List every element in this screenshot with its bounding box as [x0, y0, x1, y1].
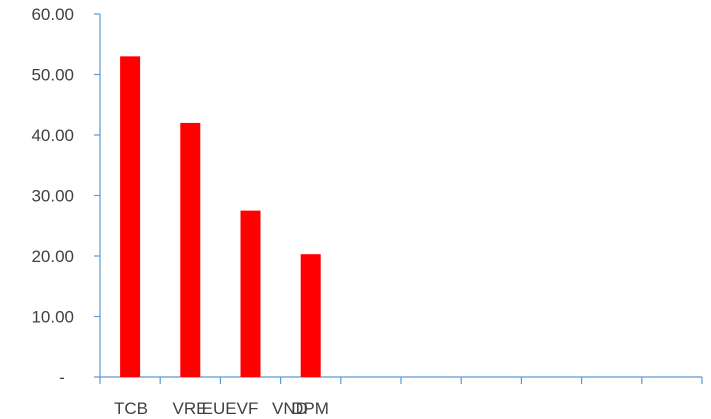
y-tick-label: 30.00	[31, 187, 74, 206]
bar-euevf	[240, 210, 261, 377]
bar-vre	[180, 122, 201, 378]
y-axis: - 10.00 20.00 30.00 40.00 50.00 60.00	[31, 5, 101, 387]
x-tick-label-euevf: EUEVF	[202, 399, 259, 418]
x-axis	[99, 376, 703, 384]
bar-vnd	[300, 254, 321, 377]
x-tick-label-tcb: TCB	[114, 399, 148, 418]
bars	[120, 56, 321, 378]
y-tick-label: 50.00	[31, 66, 74, 85]
y-tick-label: -	[59, 368, 65, 387]
y-tick-label: 40.00	[31, 126, 74, 145]
bar-tcb	[120, 56, 141, 377]
y-tick-label: 10.00	[31, 308, 74, 327]
x-tick-label-vnd: VND	[272, 399, 308, 418]
y-tick-label: 60.00	[31, 5, 74, 24]
y-tick-label: 20.00	[31, 247, 74, 266]
x-tick-label-dpm: DPM	[291, 399, 329, 418]
x-tick-label-vre: VRE	[173, 399, 208, 418]
